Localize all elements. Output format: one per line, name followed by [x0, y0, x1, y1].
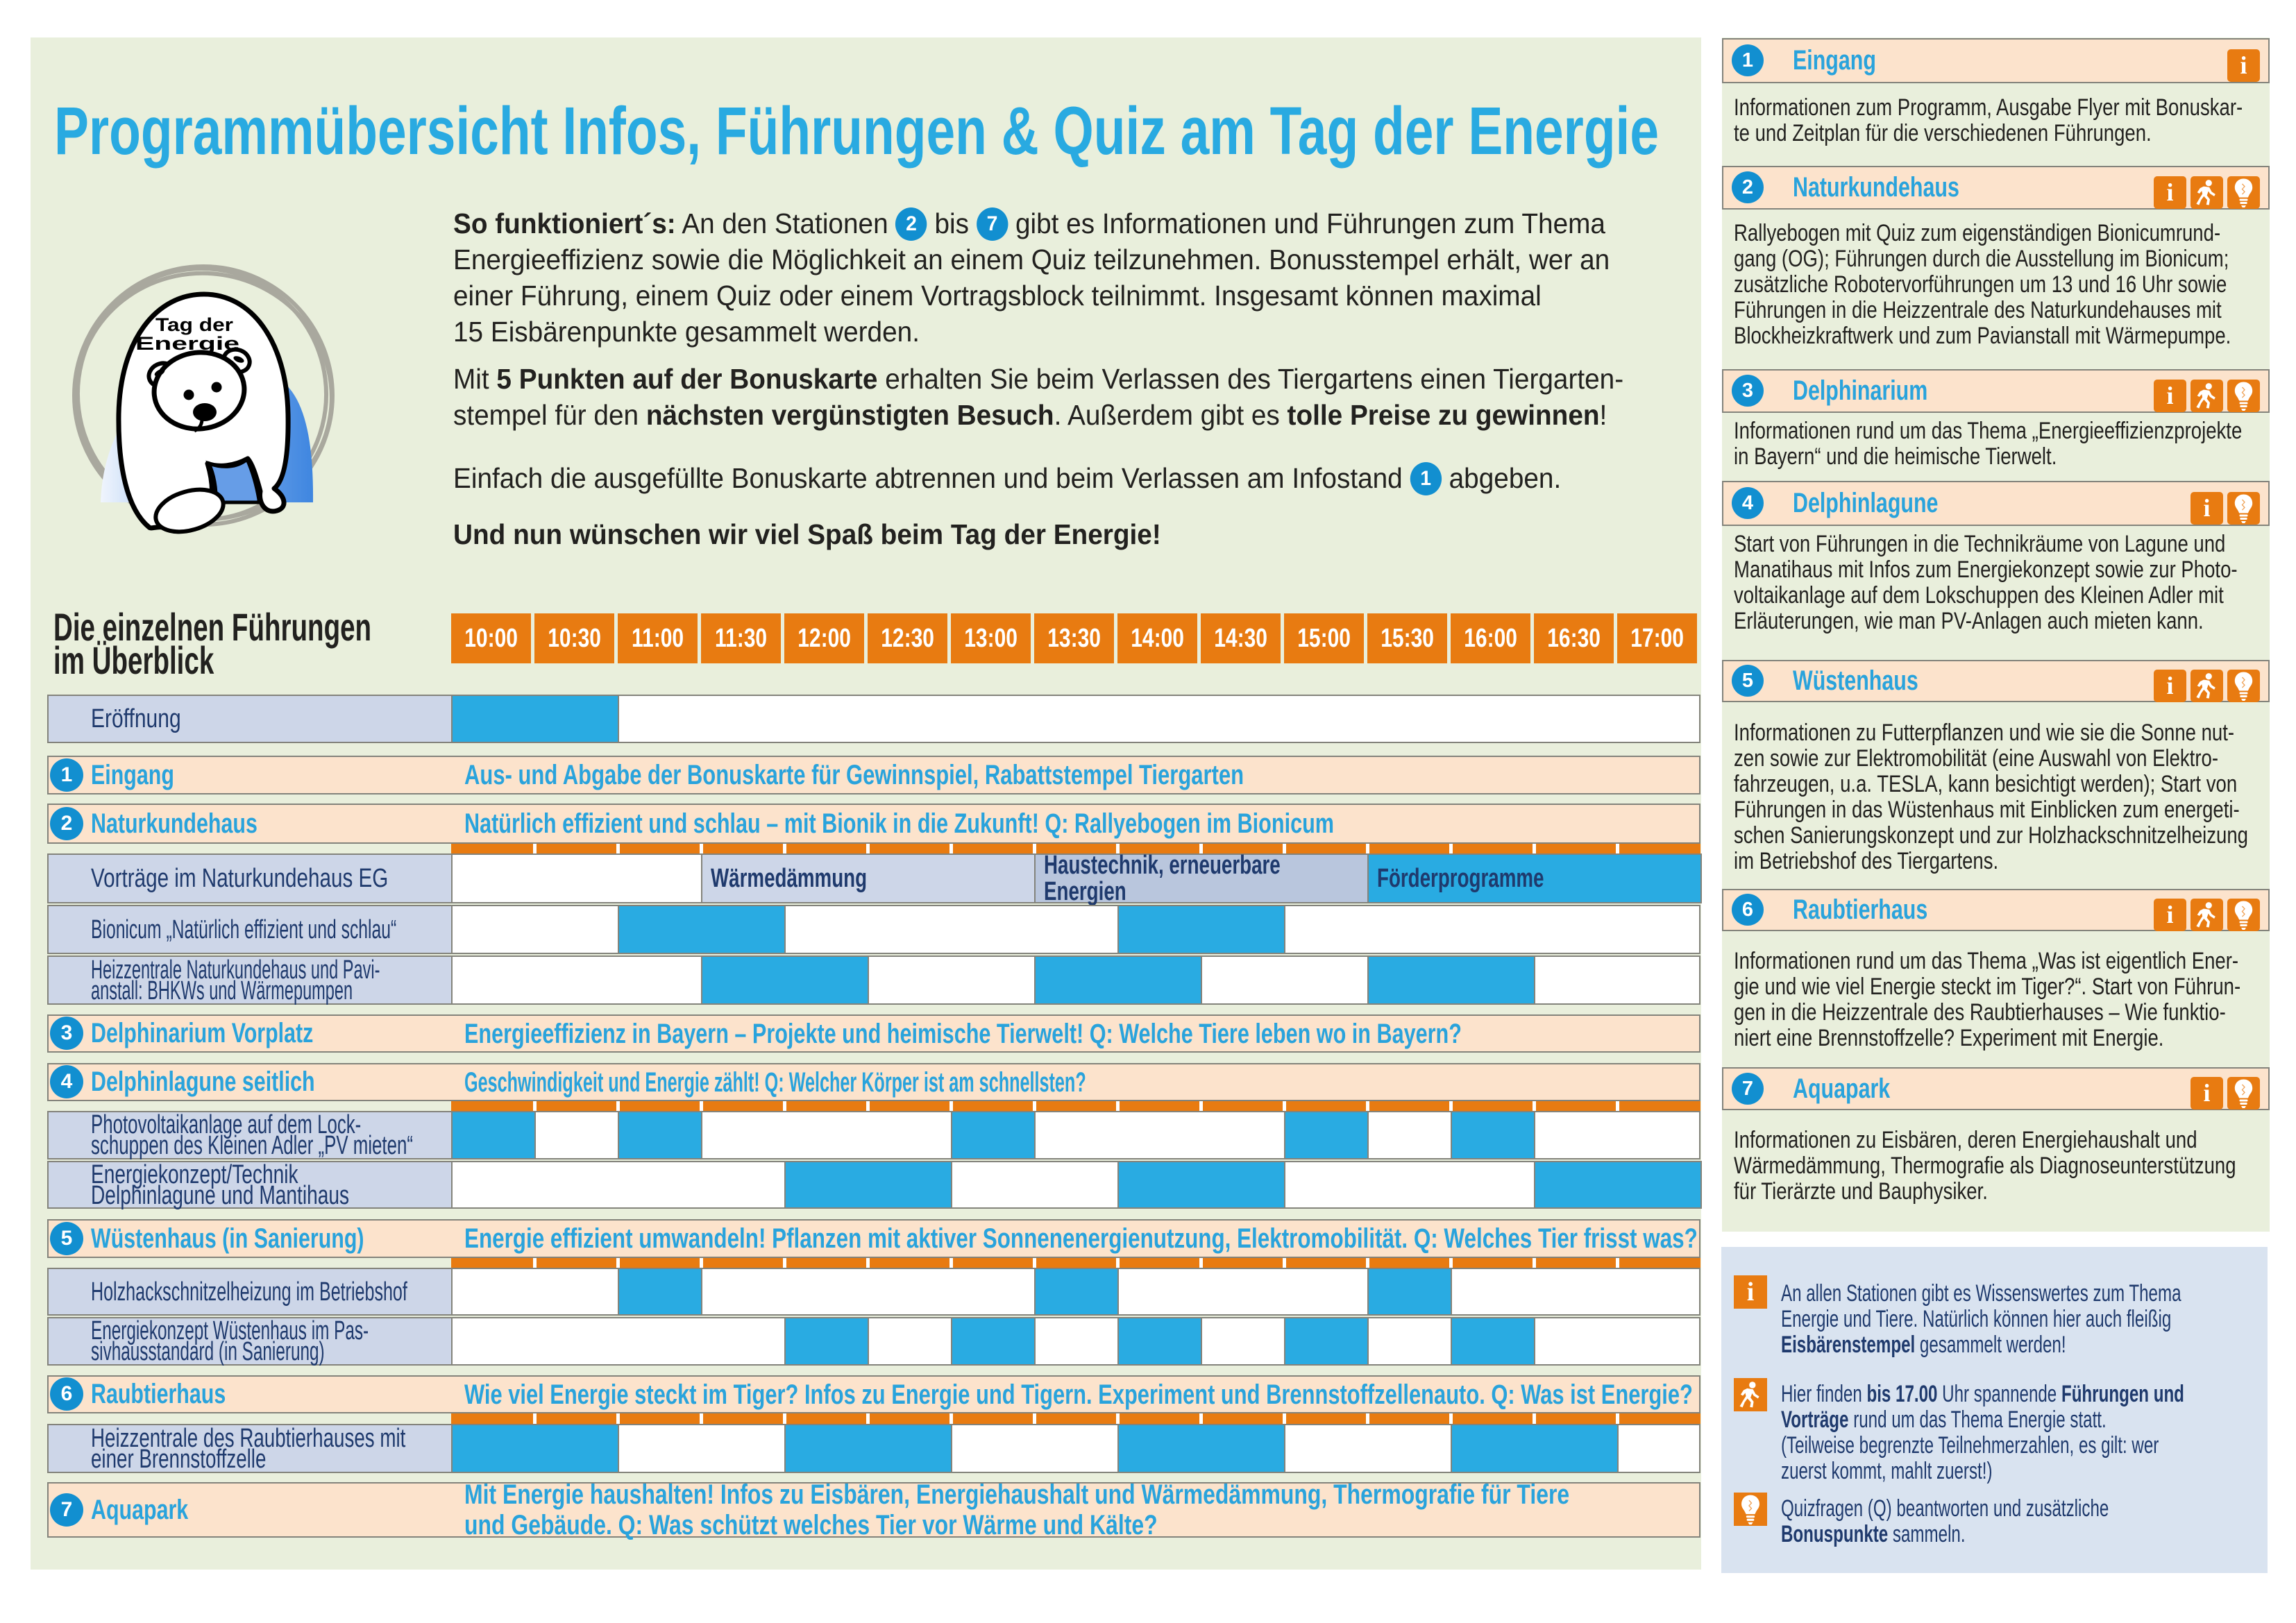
svg-text:Tag der: Tag der: [155, 314, 234, 335]
svg-text:Energie: Energie: [135, 333, 239, 354]
